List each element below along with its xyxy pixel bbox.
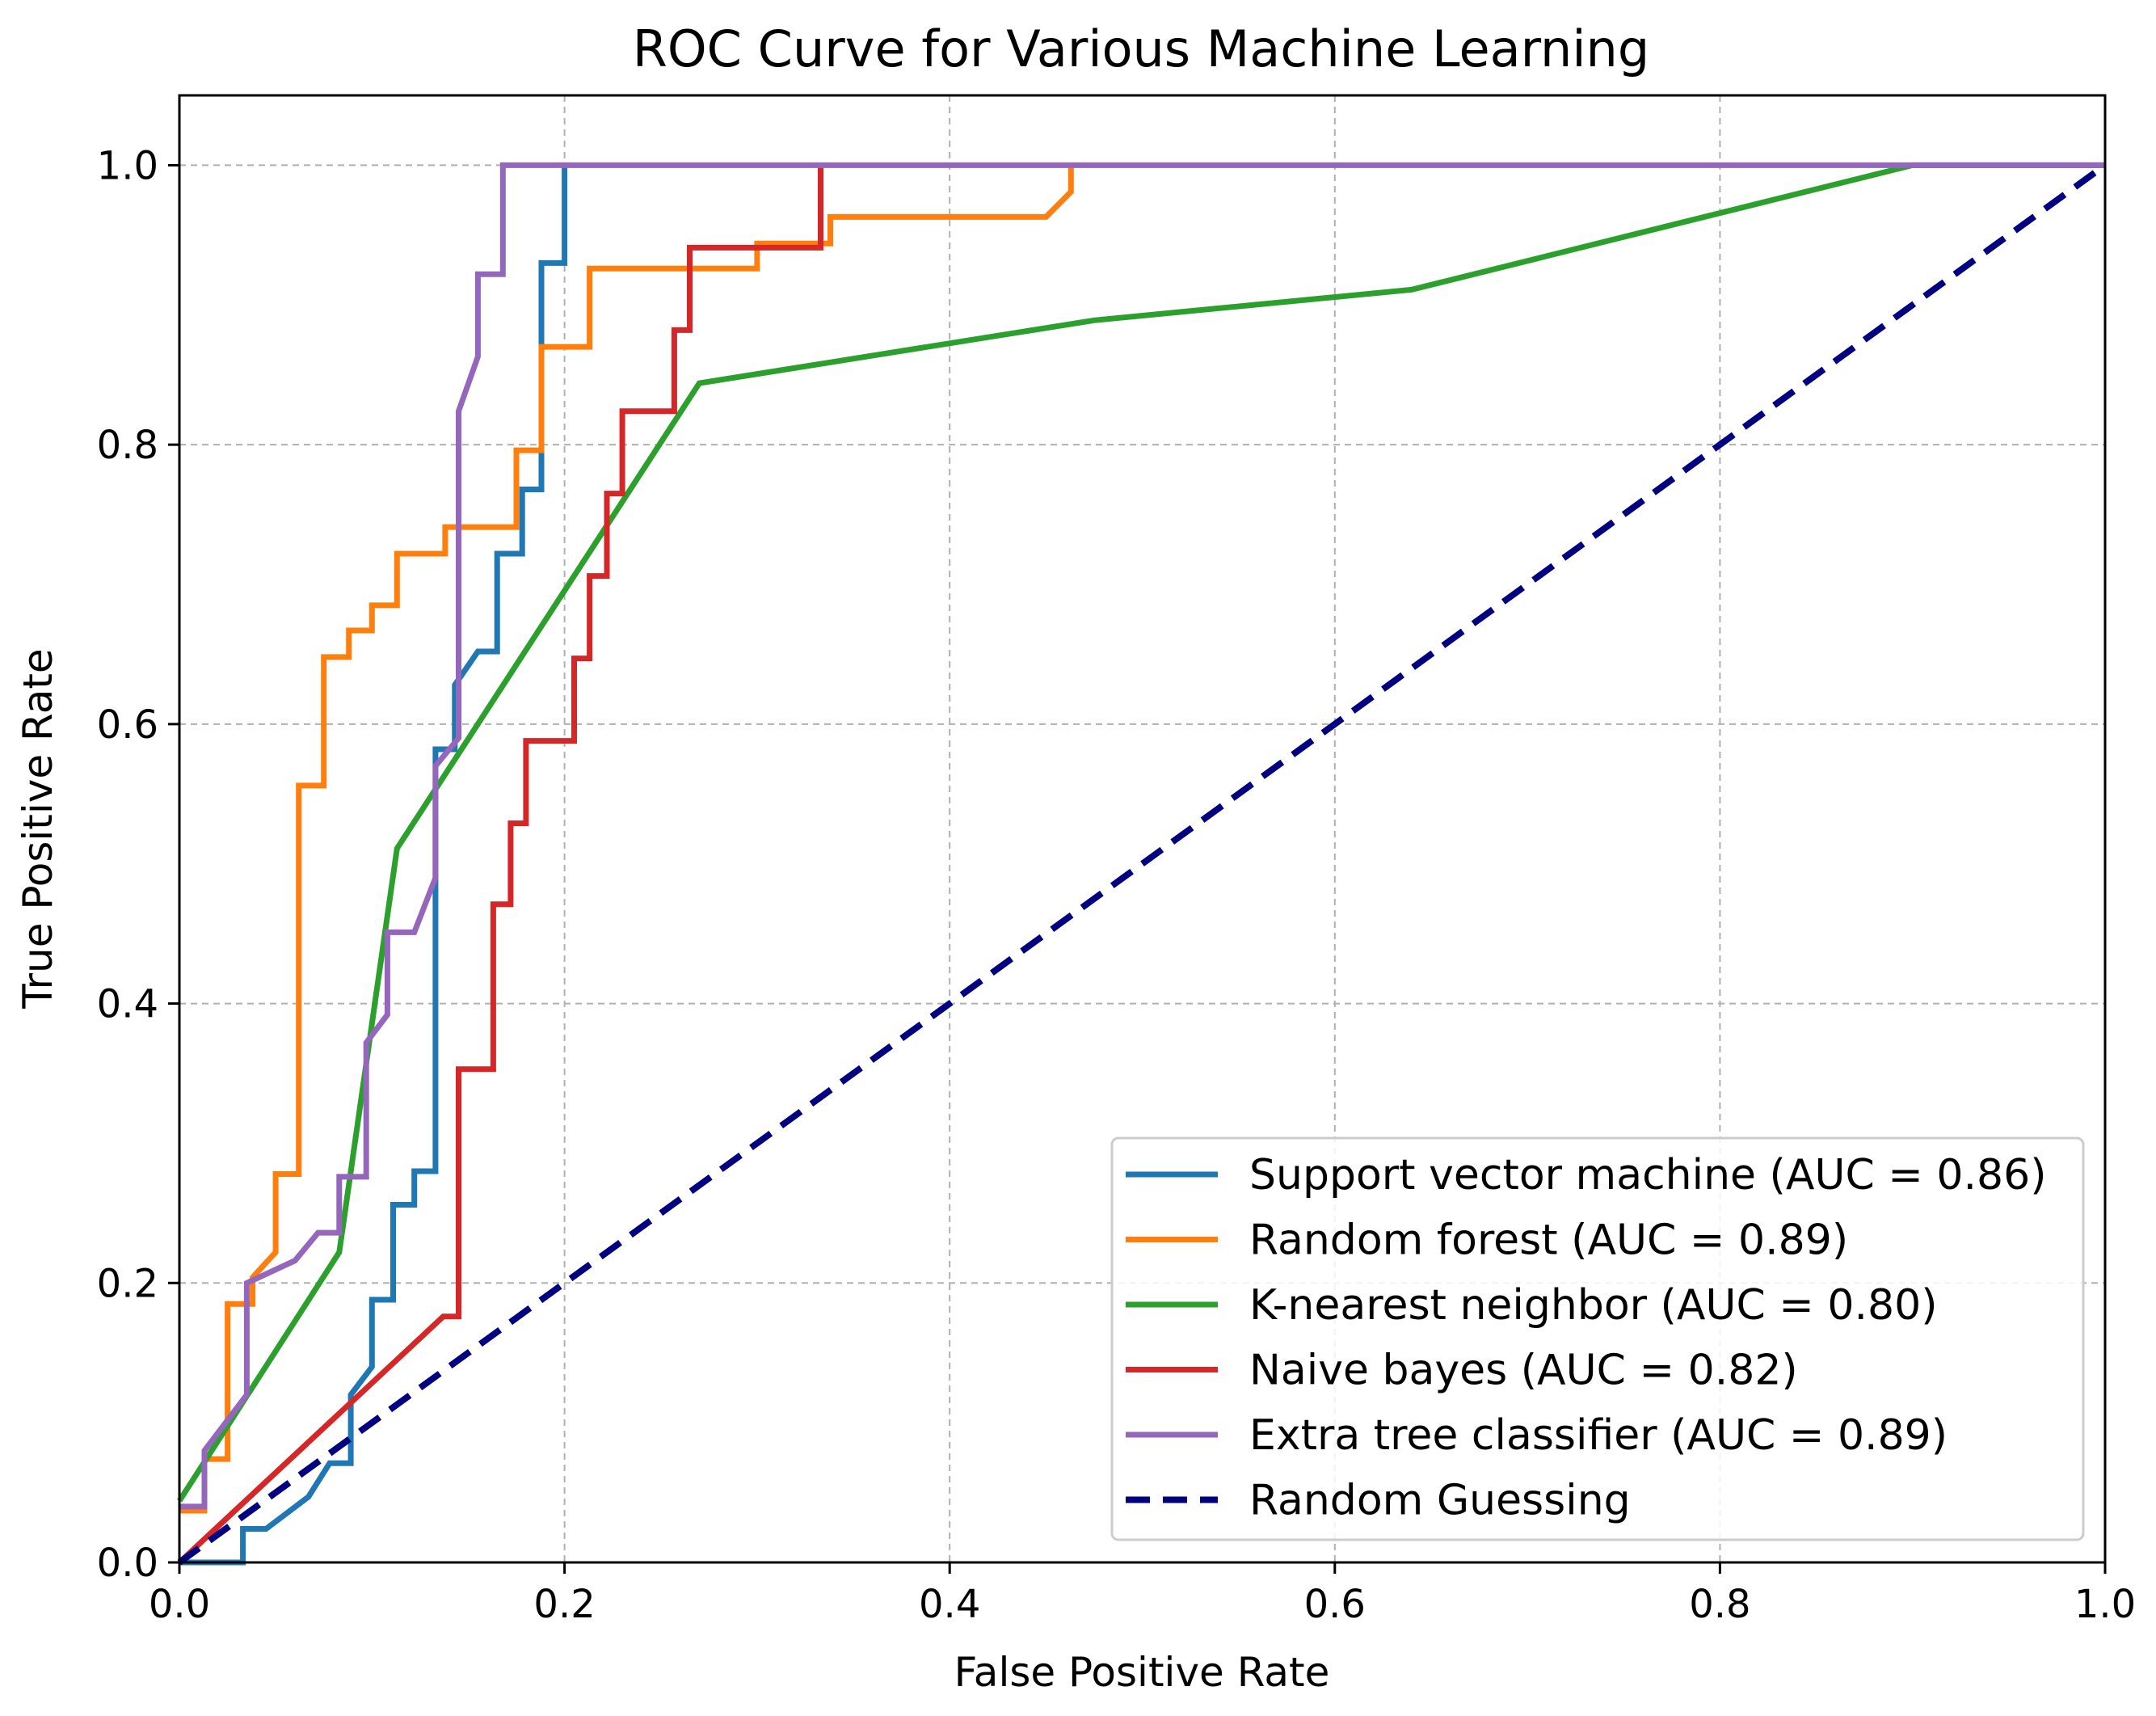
x-tick-label: 0.4	[919, 1582, 980, 1627]
y-tick-label: 0.2	[97, 1261, 158, 1306]
x-tick-label: 0.6	[1304, 1582, 1366, 1627]
legend-items: Support vector machine (AUC = 0.86) Rando…	[1126, 1151, 2046, 1525]
axis-ticks: 0.0 0.2 0.4 0.6 0.8 1.0 0.0 0.2 0.4 0.6 0.8 1.0	[97, 143, 2137, 1627]
series-line-3	[177, 162, 2105, 1503]
plot-frame	[178, 94, 2107, 1564]
series-line-5	[179, 162, 2105, 1510]
x-tick-label: 0.0	[149, 1582, 210, 1627]
x-tick-label: 0.8	[1689, 1582, 1750, 1627]
y-axis-label: True Positive Rate	[15, 648, 61, 1009]
series-line-1	[179, 165, 568, 1566]
legend-box	[1110, 1136, 2085, 1541]
legend-label-6: Random Guessing	[1249, 1477, 1631, 1525]
series-line-2	[179, 165, 1074, 1514]
legend-label-4: Naive bayes (AUC = 0.82)	[1249, 1347, 1798, 1395]
legend-label-2: Random forest (AUC = 0.89)	[1249, 1216, 1848, 1265]
legend-label-1: Support vector machine (AUC = 0.86)	[1249, 1151, 2046, 1200]
y-tick-label: 0.8	[97, 423, 158, 468]
legend-label-5: Extra tree classifier (AUC = 0.89)	[1249, 1411, 1948, 1460]
y-tick-label: 0.4	[97, 982, 158, 1027]
legend: Support vector machine (AUC = 0.86) Rando…	[1110, 1136, 2085, 1541]
x-axis-label: False Positive Rate	[954, 1649, 1330, 1696]
series-line-6	[177, 162, 2108, 1566]
series-line-4	[177, 165, 823, 1565]
legend-label-3: K-nearest neighbor (AUC = 0.80)	[1249, 1281, 1937, 1330]
x-tick-label: 1.0	[2074, 1582, 2136, 1627]
x-tick-label: 0.2	[533, 1582, 595, 1627]
y-tick-label: 1.0	[97, 143, 158, 188]
chart-title: ROC Curve for Various Machine Learning	[633, 19, 1649, 78]
series-lines	[177, 162, 2108, 1566]
y-tick-label: 0.6	[97, 702, 158, 748]
y-tick-label: 0.0	[97, 1541, 158, 1586]
